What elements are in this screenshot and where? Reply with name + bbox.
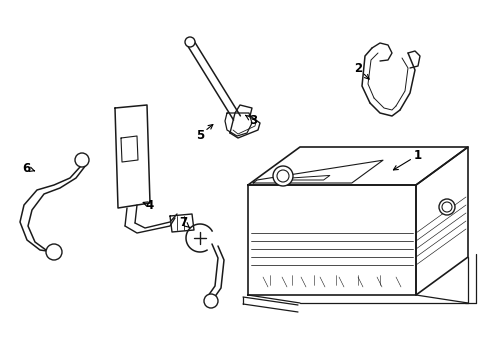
- Circle shape: [439, 199, 455, 215]
- Text: 3: 3: [249, 113, 257, 126]
- Circle shape: [185, 37, 195, 47]
- Text: 4: 4: [146, 198, 154, 212]
- Text: 2: 2: [354, 62, 362, 75]
- Circle shape: [273, 166, 293, 186]
- Text: 7: 7: [179, 216, 187, 229]
- Text: 6: 6: [22, 162, 30, 175]
- Circle shape: [46, 244, 62, 260]
- Circle shape: [442, 202, 452, 212]
- Circle shape: [277, 170, 289, 182]
- Circle shape: [204, 294, 218, 308]
- Text: 1: 1: [414, 149, 422, 162]
- Text: 5: 5: [196, 129, 204, 141]
- Circle shape: [75, 153, 89, 167]
